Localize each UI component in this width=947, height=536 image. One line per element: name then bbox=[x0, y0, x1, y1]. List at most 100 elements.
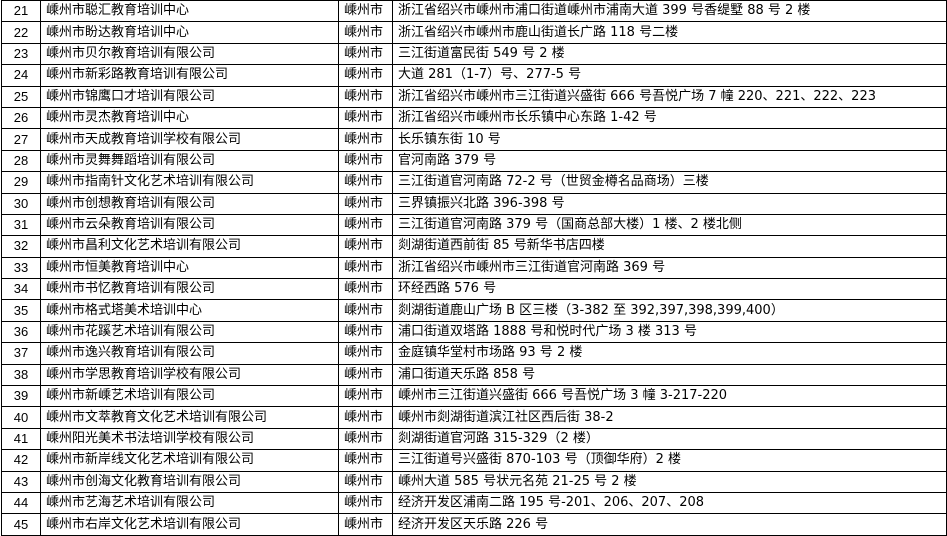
table-row: 24 嵊州市新彩路教育培训有限公司 嵊州市 大道 281（1-7）号、277-5 号 bbox=[1, 64, 947, 87]
institution-name: 嵊州市书忆教育培训有限公司 bbox=[40, 278, 339, 301]
city: 嵊州市 bbox=[338, 342, 393, 365]
address: 浦口街道双塔路 1888 号和悦时代广场 3 楼 313 号 bbox=[392, 320, 947, 344]
institution-name: 嵊州阳光美术书法培训学校有限公司 bbox=[40, 427, 339, 451]
address: 金庭镇华堂村市场路 93 号 2 楼 bbox=[392, 342, 947, 365]
institution-name: 嵊州市新嵊艺术培训有限公司 bbox=[40, 385, 339, 408]
address: 三江街道官河南路 72-2 号（世贸金樽名品商场）三楼 bbox=[392, 171, 947, 194]
address: 官河南路 379 号 bbox=[392, 149, 947, 173]
table-row: 30 嵊州市创想教育培训有限公司 嵊州市 三界镇振兴北路 396-398 号 bbox=[1, 192, 947, 215]
address: 嵊州市剡湖街道滨江社区西后街 38-2 bbox=[392, 406, 947, 429]
row-number: 27 bbox=[1, 128, 41, 151]
table-row: 44 嵊州市艺海艺术培训有限公司 嵊州市 经济开发区浦南二路 195 号-201、20… bbox=[1, 491, 947, 515]
city: 嵊州市 bbox=[338, 470, 393, 493]
address: 三江街道富民街 549 号 2 楼 bbox=[392, 42, 947, 66]
address: 长乐镇东街 10 号 bbox=[392, 128, 947, 151]
city: 嵊州市 bbox=[338, 171, 393, 194]
institution-name: 嵊州市天成教育培训学校有限公司 bbox=[40, 128, 339, 151]
city: 嵊州市 bbox=[338, 128, 393, 151]
institution-name: 嵊州市指南针文化艺术培训有限公司 bbox=[40, 171, 339, 194]
institution-name: 嵊州市盼达教育培训中心 bbox=[40, 21, 339, 44]
row-number: 23 bbox=[1, 42, 41, 66]
table-row: 31 嵊州市云朵教育培训有限公司 嵊州市 三江街道官河南路 379 号（国商总部大楼）… bbox=[1, 213, 947, 237]
row-number: 31 bbox=[1, 213, 41, 237]
city: 嵊州市 bbox=[338, 299, 393, 322]
table-row: 42 嵊州市新岸线文化艺术培训有限公司 嵊州市 三江街道号兴盛街 870-103 号（… bbox=[1, 449, 947, 472]
address: 嵊州市三江街道兴盛街 666 号吾悦广场 3 幢 3-217-220 bbox=[392, 385, 947, 408]
table-row: 26 嵊州市灵杰教育培训中心 嵊州市 浙江省绍兴市嵊州市长乐镇中心东路 1-42 号 bbox=[1, 106, 947, 130]
address: 大道 281（1-7）号、277-5 号 bbox=[392, 64, 947, 87]
city: 嵊州市 bbox=[338, 192, 393, 215]
institution-name: 嵊州市逸兴教育培训有限公司 bbox=[40, 342, 339, 365]
address: 嵊州大道 585 号状元名苑 21-25 号 2 楼 bbox=[392, 470, 947, 493]
address: 浙江省绍兴市嵊州市浦口街道嵊州市浦南大道 399 号香缇墅 88 号 2 楼 bbox=[392, 0, 947, 23]
address: 经济开发区浦南二路 195 号-201、206、207、208 bbox=[392, 491, 947, 515]
address: 剡湖街道西前街 85 号新华书店四楼 bbox=[392, 235, 947, 258]
institution-name: 嵊州市灵杰教育培训中心 bbox=[40, 106, 339, 130]
table-row: 25 嵊州市锦鹰口才培训有限公司 嵊州市 浙江省绍兴市嵊州市三江街道兴盛街 666 号… bbox=[1, 85, 947, 108]
city: 嵊州市 bbox=[338, 406, 393, 429]
institution-name: 嵊州市创海文化教育培训有限公司 bbox=[40, 470, 339, 493]
row-number: 44 bbox=[1, 491, 41, 515]
address: 剡湖街道官河路 315-329（2 楼） bbox=[392, 427, 947, 451]
address: 环经西路 576 号 bbox=[392, 278, 947, 301]
institution-name: 嵊州市文萃教育文化艺术培训有限公司 bbox=[40, 406, 339, 429]
city: 嵊州市 bbox=[338, 513, 393, 536]
institution-name: 嵊州市聪汇教育培训中心 bbox=[40, 0, 339, 23]
row-number: 29 bbox=[1, 171, 41, 194]
institution-name: 嵊州市云朵教育培训有限公司 bbox=[40, 213, 339, 237]
row-number: 25 bbox=[1, 85, 41, 108]
address: 浦口街道天乐路 858 号 bbox=[392, 363, 947, 387]
city: 嵊州市 bbox=[338, 256, 393, 280]
table-row: 32 嵊州市昌利文化艺术培训有限公司 嵊州市 剡湖街道西前街 85 号新华书店四楼 bbox=[1, 235, 947, 258]
row-number: 35 bbox=[1, 299, 41, 322]
address: 三江街道官河南路 379 号（国商总部大楼）1 楼、2 楼北侧 bbox=[392, 213, 947, 237]
row-number: 42 bbox=[1, 449, 41, 472]
table-row: 35 嵊州市格式塔美术培训中心 嵊州市 剡湖街道鹿山广场 B 区三楼（3-382 至 … bbox=[1, 299, 947, 322]
table-row: 22 嵊州市盼达教育培训中心 嵊州市 浙江省绍兴市嵊州市鹿山街道长广路 118 号二楼 bbox=[1, 21, 947, 44]
city: 嵊州市 bbox=[338, 0, 393, 23]
row-number: 26 bbox=[1, 106, 41, 130]
institution-name: 嵊州市学思教育培训学校有限公司 bbox=[40, 363, 339, 387]
institution-name: 嵊州市右岸文化艺术培训有限公司 bbox=[40, 513, 339, 536]
city: 嵊州市 bbox=[338, 320, 393, 344]
table-row: 38 嵊州市学思教育培训学校有限公司 嵊州市 浦口街道天乐路 858 号 bbox=[1, 363, 947, 387]
table-row: 29 嵊州市指南针文化艺术培训有限公司 嵊州市 三江街道官河南路 72-2 号（世贸金… bbox=[1, 171, 947, 194]
table-row: 37 嵊州市逸兴教育培训有限公司 嵊州市 金庭镇华堂村市场路 93 号 2 楼 bbox=[1, 342, 947, 365]
table-row: 36 嵊州市花蹊艺术培训有限公司 嵊州市 浦口街道双塔路 1888 号和悦时代广场 3… bbox=[1, 320, 947, 344]
address: 经济开发区天乐路 226 号 bbox=[392, 513, 947, 536]
city: 嵊州市 bbox=[338, 235, 393, 258]
institution-name: 嵊州市灵舞舞蹈培训有限公司 bbox=[40, 149, 339, 173]
address: 剡湖街道鹿山广场 B 区三楼（3-382 至 392,397,398,399,4… bbox=[392, 299, 947, 322]
institution-name: 嵊州市艺海艺术培训有限公司 bbox=[40, 491, 339, 515]
city: 嵊州市 bbox=[338, 213, 393, 237]
city: 嵊州市 bbox=[338, 64, 393, 87]
institution-name: 嵊州市锦鹰口才培训有限公司 bbox=[40, 85, 339, 108]
row-number: 22 bbox=[1, 21, 41, 44]
row-number: 41 bbox=[1, 427, 41, 451]
address: 浙江省绍兴市嵊州市三江街道兴盛街 666 号吾悦广场 7 幢 220、221、2… bbox=[392, 85, 947, 108]
institution-name: 嵊州市恒美教育培训中心 bbox=[40, 256, 339, 280]
institution-name: 嵊州市昌利文化艺术培训有限公司 bbox=[40, 235, 339, 258]
row-number: 40 bbox=[1, 406, 41, 429]
row-number: 36 bbox=[1, 320, 41, 344]
row-number: 32 bbox=[1, 235, 41, 258]
row-number: 24 bbox=[1, 64, 41, 87]
city: 嵊州市 bbox=[338, 278, 393, 301]
city: 嵊州市 bbox=[338, 363, 393, 387]
address: 三江街道号兴盛街 870-103 号（顶御华府）2 楼 bbox=[392, 449, 947, 472]
row-number: 43 bbox=[1, 470, 41, 493]
city: 嵊州市 bbox=[338, 149, 393, 173]
table-row: 27 嵊州市天成教育培训学校有限公司 嵊州市 长乐镇东街 10 号 bbox=[1, 128, 947, 151]
institution-name: 嵊州市贝尔教育培训有限公司 bbox=[40, 42, 339, 66]
institution-name: 嵊州市新彩路教育培训有限公司 bbox=[40, 64, 339, 87]
city: 嵊州市 bbox=[338, 21, 393, 44]
city: 嵊州市 bbox=[338, 427, 393, 451]
table-row: 40 嵊州市文萃教育文化艺术培训有限公司 嵊州市 嵊州市剡湖街道滨江社区西后街 38-… bbox=[1, 406, 947, 429]
row-number: 38 bbox=[1, 363, 41, 387]
row-number: 45 bbox=[1, 513, 41, 536]
institution-name: 嵊州市创想教育培训有限公司 bbox=[40, 192, 339, 215]
row-number: 37 bbox=[1, 342, 41, 365]
row-number: 28 bbox=[1, 149, 41, 173]
row-number: 34 bbox=[1, 278, 41, 301]
